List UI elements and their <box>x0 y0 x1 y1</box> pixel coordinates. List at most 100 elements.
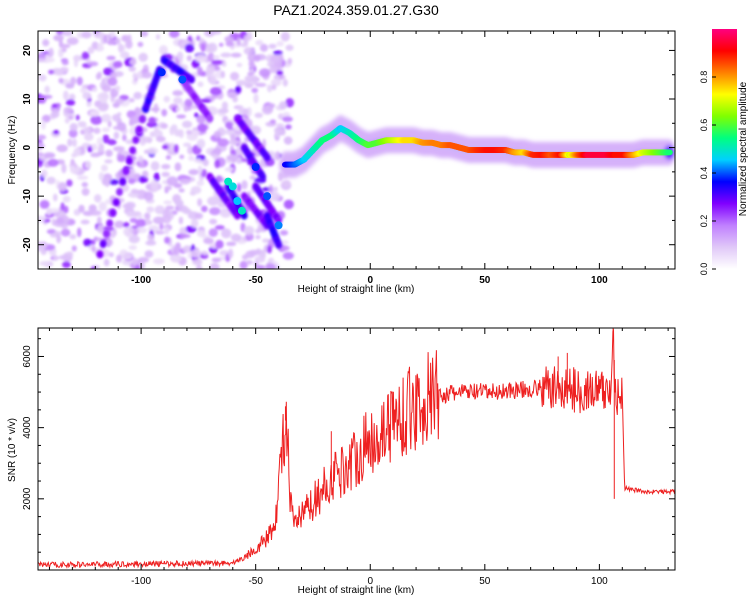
noise-blob <box>235 79 247 86</box>
noise-blob <box>78 204 85 213</box>
hot-spot <box>157 68 166 77</box>
noise-blob <box>155 135 166 143</box>
noise-blob <box>122 222 130 228</box>
colorbar-tick-label: 0.0 <box>699 263 709 276</box>
noise-blob <box>114 85 121 92</box>
noise-blob <box>71 152 78 158</box>
noise-blob <box>91 143 98 151</box>
noise-blob <box>179 154 185 159</box>
noise-blob <box>70 76 77 85</box>
noise-blob <box>162 144 169 150</box>
noise-blob <box>61 48 67 53</box>
noise-blob <box>82 91 92 100</box>
noise-blob <box>241 108 249 115</box>
noise-blob <box>159 45 168 55</box>
noise-blob <box>129 115 142 124</box>
noise-blob <box>244 75 255 83</box>
noise-blob <box>138 175 147 184</box>
noise-blob <box>179 178 191 185</box>
noise-blob <box>201 205 208 213</box>
noise-blob <box>66 37 79 45</box>
noise-blob <box>41 169 48 178</box>
noise-blob <box>196 66 203 76</box>
y-tick-label: -20 <box>22 237 33 252</box>
hot-spot <box>178 75 187 84</box>
noise-blob <box>186 55 192 62</box>
noise-blob <box>97 92 109 102</box>
hot-spot <box>228 182 237 191</box>
noise-blob <box>103 258 110 267</box>
noise-blob <box>117 43 124 53</box>
noise-blob <box>209 218 218 225</box>
noise-blob <box>187 146 194 155</box>
noise-blob <box>62 31 73 37</box>
noise-blob <box>88 204 97 213</box>
noise-blob <box>173 144 179 154</box>
noise-blob <box>230 52 242 58</box>
noise-blob <box>89 110 100 117</box>
noise-blob <box>225 40 234 47</box>
noise-blob <box>119 51 130 59</box>
noise-blob <box>172 246 180 256</box>
noise-blob <box>185 129 193 135</box>
noise-blob <box>152 216 165 225</box>
noise-blob <box>146 121 158 128</box>
noise-blob <box>122 134 127 142</box>
noise-blob <box>173 96 183 105</box>
noise-blob <box>48 69 55 75</box>
noise-blob <box>91 245 96 253</box>
noise-blob <box>268 191 281 202</box>
noise-blob <box>127 178 136 185</box>
noise-blob <box>164 185 172 191</box>
noise-blob <box>194 212 204 220</box>
noise-blob <box>236 62 243 68</box>
noise-blob <box>95 73 101 80</box>
noise-blob <box>161 109 168 117</box>
noise-blob <box>90 115 103 125</box>
noise-blob <box>279 123 285 129</box>
streak-blob <box>109 208 117 217</box>
noise-blob <box>282 179 291 187</box>
noise-blob <box>179 227 187 237</box>
noise-blob <box>109 31 116 39</box>
noise-blob <box>239 42 249 48</box>
noise-blob <box>161 171 170 177</box>
noise-blob <box>112 125 125 130</box>
noise-blob <box>153 258 165 265</box>
noise-blob <box>259 43 269 52</box>
noise-blob <box>41 120 46 130</box>
streak-blob <box>99 240 107 249</box>
noise-blob <box>141 71 153 79</box>
noise-blob <box>230 233 242 242</box>
y-tick-label: 4000 <box>22 416 33 439</box>
noise-blob <box>200 168 208 178</box>
noise-blob <box>148 116 156 125</box>
noise-blob <box>208 228 218 237</box>
noise-blob <box>71 245 77 252</box>
noise-blob <box>73 54 82 62</box>
noise-blob <box>183 105 189 113</box>
noise-blob <box>85 58 91 63</box>
noise-blob <box>236 36 241 47</box>
noise-blob <box>197 198 203 207</box>
noise-blob <box>66 179 73 187</box>
x-tick-label: 100 <box>591 275 608 286</box>
noise-blob <box>251 87 259 94</box>
hot-spot <box>274 221 283 230</box>
noise-blob <box>132 228 139 236</box>
noise-blob <box>75 114 80 121</box>
noise-blob <box>100 164 108 172</box>
noise-blob <box>166 176 179 186</box>
noise-blob <box>104 159 113 164</box>
noise-blob <box>200 98 212 103</box>
ridge-blob <box>665 149 673 156</box>
noise-blob <box>224 35 234 43</box>
streak-blob <box>275 240 283 249</box>
x-tick-label: 100 <box>591 576 608 587</box>
x-tick-label: 0 <box>367 576 373 587</box>
noise-blob <box>83 238 92 247</box>
noise-blob <box>215 175 223 183</box>
colorbar: 0.0 0.2 0.4 0.6 0.8 Normalized spectral ampl… <box>699 29 749 275</box>
noise-blob <box>112 61 123 68</box>
noise-blob <box>197 81 204 88</box>
